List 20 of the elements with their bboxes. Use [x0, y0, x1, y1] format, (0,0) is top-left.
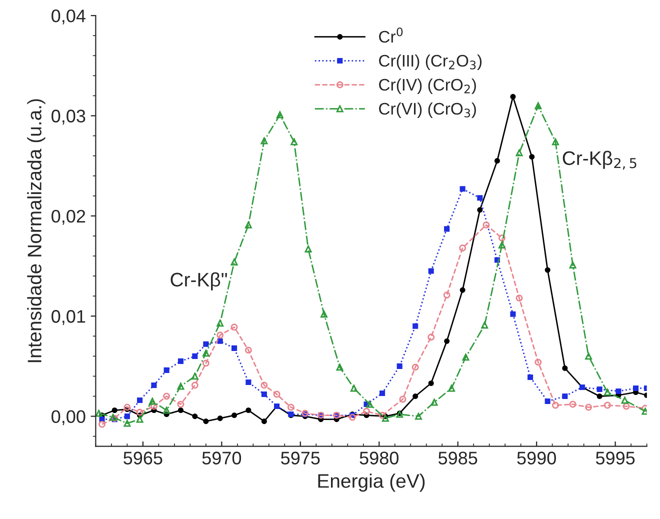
y-tick-label: 0,04: [52, 10, 86, 24]
x-tick-label: 5980: [360, 452, 398, 464]
x-tick-label: 5965: [124, 452, 162, 464]
y-tick-label: 0,00: [52, 410, 86, 426]
annotation: Cr-Kβ": [170, 272, 227, 290]
x-axis-title: Energia (eV): [318, 474, 425, 492]
x-tick-label: 5995: [596, 452, 635, 464]
x-tick-label: 5990: [517, 452, 556, 464]
y-tick-label: 0,02: [52, 210, 86, 225]
y-tick-label: 0,03: [52, 110, 86, 125]
x-tick-label: 5970: [202, 452, 242, 464]
legend-label: Cr(IV) (CrO$_{2}$): [379, 78, 476, 94]
annotation: Cr-Kβ$_{2,5}$: [562, 150, 636, 170]
legend-label: Cr(III) (Cr$_{2}$O$_{3}$): [379, 54, 482, 70]
y-axis-title: Intensidade Normalizada (u.a.): [27, 99, 46, 362]
legend-label: Cr(VI) (CrO$_{3}$): [379, 102, 476, 118]
y-tick-label: 0,01: [52, 310, 86, 325]
x-tick-label: 5975: [281, 452, 320, 464]
legend-label: Cr$^{0}$: [379, 27, 403, 43]
x-tick-label: 5985: [438, 452, 478, 464]
